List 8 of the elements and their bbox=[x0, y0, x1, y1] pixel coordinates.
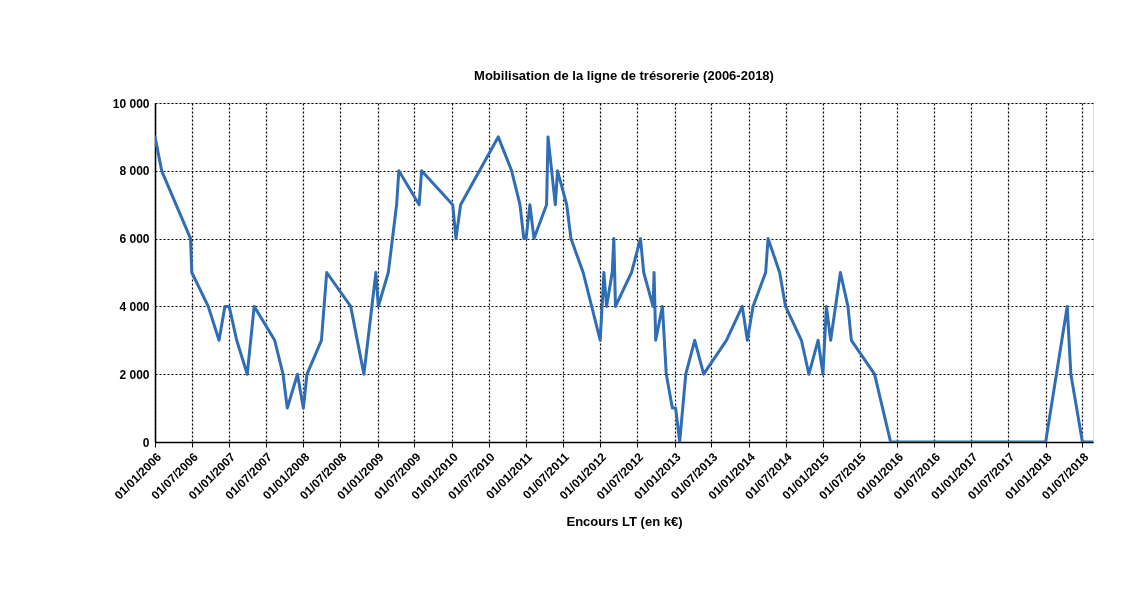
y-tick-label: 6 000 bbox=[119, 232, 150, 247]
y-tick-label: 4 000 bbox=[119, 299, 150, 314]
y-tick-label: 0 bbox=[142, 435, 150, 450]
y-tick-label: 8 000 bbox=[119, 164, 150, 179]
y-tick-label: 10 000 bbox=[112, 96, 150, 111]
chart-title: Mobilisation de la ligne de trésorerie (2006-2018) bbox=[474, 68, 774, 83]
y-tick-label: 2 000 bbox=[119, 367, 150, 382]
x-axis-title: Encours LT (en k€) bbox=[566, 513, 683, 529]
